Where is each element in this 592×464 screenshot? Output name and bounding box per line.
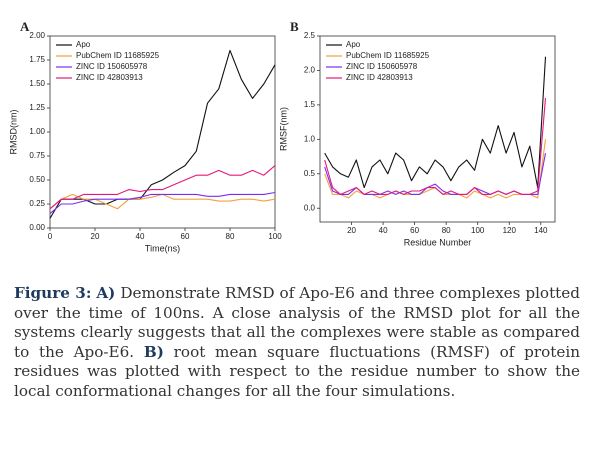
y-tick-label: 1.25 bbox=[29, 103, 45, 112]
legend-label: Apo bbox=[76, 40, 91, 49]
x-tick-label: 20 bbox=[91, 232, 100, 241]
y-tick-label: 0.5 bbox=[304, 169, 316, 178]
x-axis-title: Residue Number bbox=[404, 237, 472, 247]
y-tick-label: 1.5 bbox=[304, 100, 316, 109]
series-line bbox=[324, 56, 547, 189]
x-tick-label: 40 bbox=[136, 232, 145, 241]
legend-label: ZINC ID 42803913 bbox=[76, 73, 143, 82]
y-axis-title: RMSF(nm) bbox=[278, 107, 288, 151]
legend-label: ZINC ID 150605978 bbox=[346, 62, 418, 71]
y-tick-label: 1.75 bbox=[29, 55, 45, 64]
x-tick-label: 60 bbox=[410, 226, 419, 235]
caption-text: Demonstrate RMSD of Apo-E6 and three com… bbox=[14, 284, 580, 361]
y-tick-label: 0.75 bbox=[29, 151, 45, 160]
y-tick-label: 0.0 bbox=[304, 203, 316, 212]
y-tick-label: 0.25 bbox=[29, 199, 45, 208]
x-tick-label: 60 bbox=[181, 232, 190, 241]
series-line bbox=[49, 165, 276, 210]
y-tick-label: 0.00 bbox=[29, 223, 45, 232]
legend-label: PubChem ID 11685925 bbox=[76, 51, 160, 60]
x-tick-label: 100 bbox=[471, 226, 485, 235]
legend-label: PubChem ID 11685925 bbox=[346, 51, 430, 60]
x-tick-label: 100 bbox=[268, 232, 282, 241]
x-tick-label: 80 bbox=[226, 232, 235, 241]
y-tick-label: 2.5 bbox=[304, 31, 316, 40]
y-tick-label: 1.00 bbox=[29, 127, 45, 136]
y-tick-label: 2.0 bbox=[304, 66, 316, 75]
x-tick-label: 80 bbox=[442, 226, 451, 235]
x-tick-label: 120 bbox=[503, 226, 517, 235]
y-tick-label: 1.50 bbox=[29, 79, 45, 88]
panel-label: B bbox=[290, 19, 299, 34]
panel-label: A bbox=[20, 19, 30, 34]
caption-part-label: A) bbox=[96, 284, 116, 302]
legend-label: Apo bbox=[346, 40, 361, 49]
figure: A 0 20 40 60 80 100 0.00 0.25 0.50 0.75 1.00 1.25 1.5… bbox=[8, 19, 556, 253]
caption: Figure 3: A) Demonstrate RMSD of Apo-E6 … bbox=[14, 284, 580, 401]
x-tick-label: 140 bbox=[534, 226, 548, 235]
plot-frame bbox=[319, 35, 556, 223]
caption-label: Figure 3: bbox=[14, 284, 92, 302]
legend-label: ZINC ID 42803913 bbox=[346, 73, 413, 82]
x-tick-label: 0 bbox=[48, 232, 53, 241]
x-tick-label: 20 bbox=[347, 226, 356, 235]
series-line bbox=[324, 97, 547, 195]
caption-part-label: B) bbox=[143, 342, 164, 361]
x-axis-title: Time(ns) bbox=[145, 243, 180, 253]
series-line bbox=[49, 191, 276, 215]
caption-text: root mean square fluctuations (RMSF) of … bbox=[14, 342, 581, 400]
y-tick-label: 0.50 bbox=[29, 175, 45, 184]
y-tick-label: 2.00 bbox=[29, 31, 45, 40]
y-tick-label: 1.0 bbox=[304, 134, 316, 143]
x-tick-label: 40 bbox=[379, 226, 388, 235]
legend-label: ZINC ID 150605978 bbox=[76, 62, 148, 71]
y-axis-title: RMSD(nm) bbox=[8, 110, 18, 155]
